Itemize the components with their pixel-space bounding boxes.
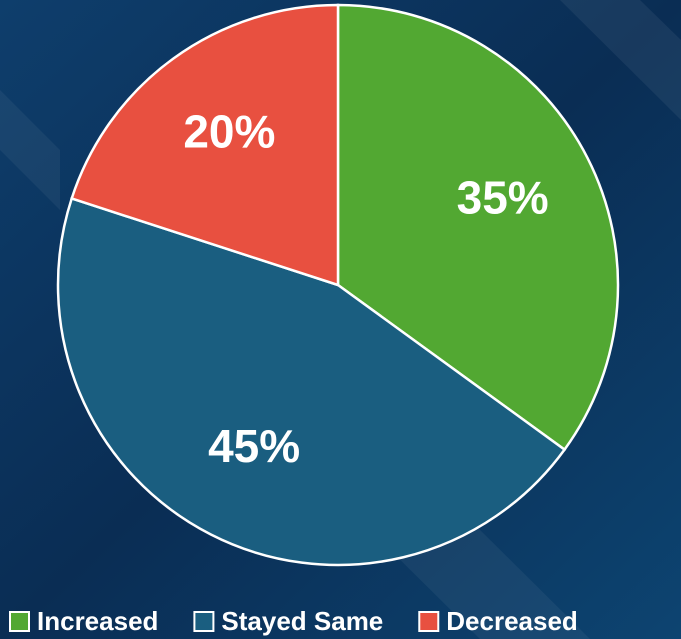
pie-slice (70, 3, 340, 287)
data-label: 20% (183, 106, 275, 158)
legend-swatch (193, 611, 215, 632)
background-stripe (560, 0, 681, 120)
pie-slice (56, 196, 567, 567)
legend-label: Increased (37, 606, 158, 636)
data-label: 45% (208, 420, 300, 472)
legend-label: Decreased (446, 606, 578, 636)
legend-swatch (418, 611, 440, 632)
legend-swatch (9, 611, 30, 632)
pie-slice (336, 3, 620, 452)
legend-label: Stayed Same (221, 606, 383, 636)
data-label: 35% (457, 171, 549, 223)
background-stripe (0, 90, 60, 210)
